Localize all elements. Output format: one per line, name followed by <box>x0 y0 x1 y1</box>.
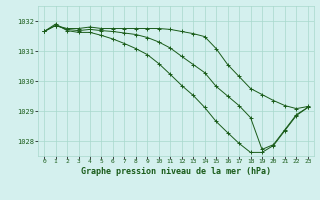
X-axis label: Graphe pression niveau de la mer (hPa): Graphe pression niveau de la mer (hPa) <box>81 167 271 176</box>
